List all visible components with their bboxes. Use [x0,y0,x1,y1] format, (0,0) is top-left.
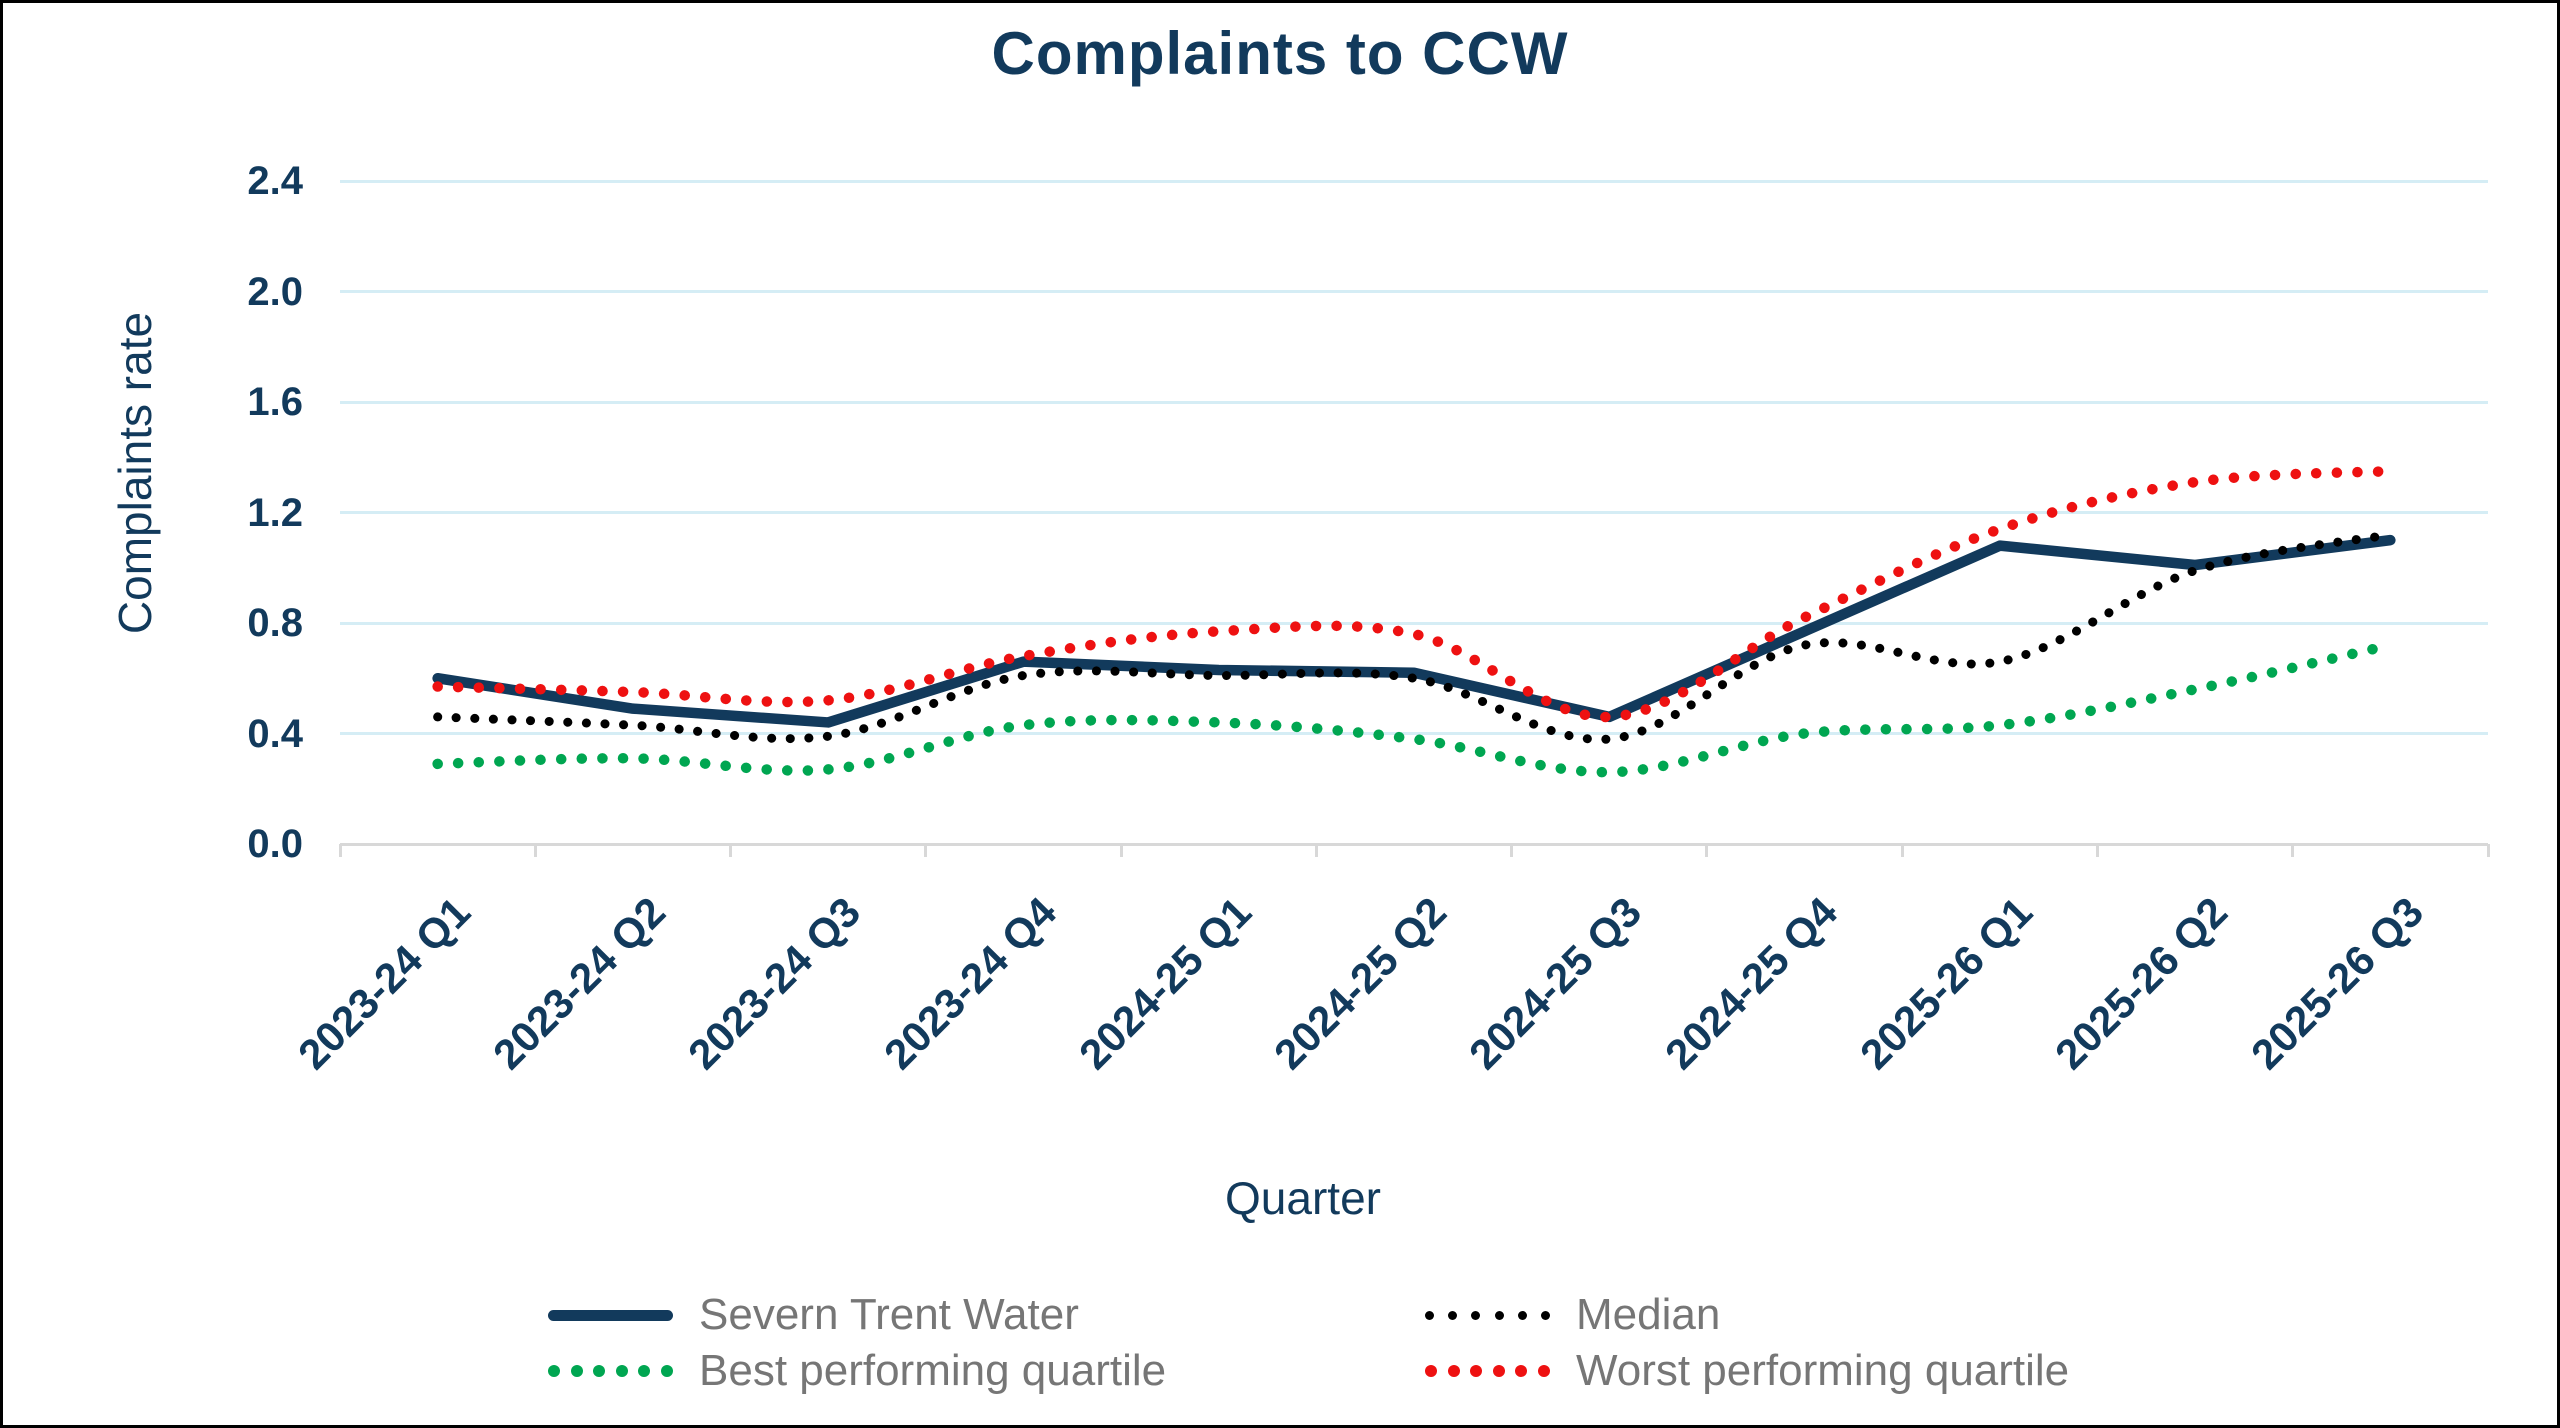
x-tick-mark [2291,844,2295,857]
legend-item-median: Median [1425,1290,1721,1339]
legend-label: Best performing quartile [699,1346,1167,1395]
y-tick-label: 2.0 [247,269,303,314]
legend-item-severn-trent-water: Severn Trent Water [548,1290,1079,1339]
legend-label: Median [1576,1290,1721,1339]
series-line-median [433,530,2395,744]
x-axis-line [340,842,2488,846]
y-tick-label: 1.2 [247,490,303,535]
y-tick-label: 1.6 [247,380,303,424]
x-tick-mark [338,844,342,857]
x-tick-mark [533,844,537,857]
gridline [340,732,2488,735]
series-line-worst-performing-quartile [432,465,2396,723]
legend-line-swatch [548,1309,673,1321]
legend-item-worst-performing-quartile: Worst performing quartile [1425,1346,2070,1395]
plot-area [432,465,2396,778]
x-tick-mark [1705,844,1709,857]
gridline [340,511,2488,514]
legend-dots-swatch [1425,1365,1550,1377]
legend-dots-swatch [548,1365,673,1377]
gridline [340,290,2488,293]
y-tick-label: 0.8 [247,601,303,645]
gridline [340,621,2488,625]
y-tick-label: 0.4 [247,711,303,756]
x-tick-mark [924,844,928,857]
legend-dots-swatch [1425,1310,1550,1320]
x-tick-mark [1900,844,1904,857]
x-tick-mark [2486,844,2490,857]
series-line-best-performing-quartile [432,639,2396,778]
x-tick-mark [1314,844,1318,857]
legend-label: Worst performing quartile [1576,1346,2070,1395]
y-tick-label: 2.4 [247,159,303,203]
gridline [340,179,2488,183]
x-tick-mark [1119,844,1123,857]
legend-item-best-performing-quartile: Best performing quartile [548,1346,1167,1395]
gridline [340,400,2488,404]
y-tick-label: 0.0 [247,822,303,866]
x-tick-mark [2095,844,2099,857]
x-tick-mark [1510,844,1514,857]
x-tick-mark [729,844,733,857]
x-axis-title: Quarter [1225,1172,1381,1224]
legend-label: Severn Trent Water [699,1290,1079,1339]
chart-title: Complaints to CCW [991,20,1569,87]
series-line-severn-trent-water [432,534,2396,728]
